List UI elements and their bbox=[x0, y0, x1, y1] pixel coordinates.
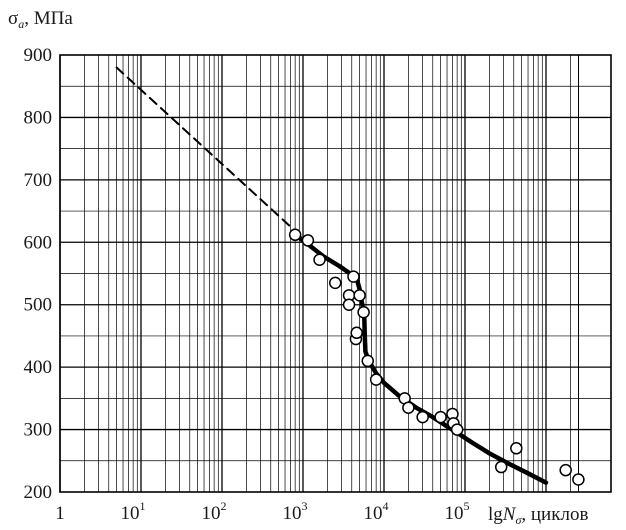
y-tick-label: 300 bbox=[24, 420, 53, 441]
data-point bbox=[559, 463, 572, 477]
data-point bbox=[288, 228, 302, 242]
y-tick-label: 900 bbox=[24, 45, 53, 66]
extrapolation-line bbox=[115, 66, 299, 234]
x-tick-label: 102 bbox=[202, 499, 227, 524]
data-point bbox=[510, 442, 523, 455]
x-tick-label: 104 bbox=[364, 499, 389, 524]
data-point bbox=[353, 289, 366, 302]
y-tick-label: 400 bbox=[24, 357, 53, 378]
y-tick-label: 800 bbox=[24, 107, 53, 128]
series bbox=[115, 66, 585, 486]
data-point bbox=[357, 305, 370, 319]
data-point bbox=[342, 298, 356, 311]
data-point bbox=[347, 270, 360, 283]
data-point bbox=[328, 276, 342, 290]
y-tick-label: 200 bbox=[24, 482, 53, 503]
fatigue-curve bbox=[295, 233, 549, 485]
y-tick-label: 500 bbox=[24, 295, 53, 316]
data-point bbox=[301, 234, 315, 247]
data-point bbox=[434, 410, 447, 424]
data-point bbox=[494, 460, 508, 474]
plot-frame bbox=[59, 54, 612, 493]
data-point bbox=[361, 354, 374, 368]
y-tick-label: 600 bbox=[24, 232, 53, 253]
y-axis-label: σa, МПа bbox=[8, 8, 73, 31]
data-point bbox=[350, 326, 363, 340]
data-point bbox=[369, 373, 383, 386]
x-tick-label: 1 bbox=[55, 503, 65, 524]
x-tick-label: 101 bbox=[121, 499, 146, 524]
y-tick-label: 700 bbox=[24, 170, 53, 191]
x-axis-label: lgNσ, циклов bbox=[488, 504, 588, 527]
data-point bbox=[402, 401, 415, 414]
x-tick-labels: 1 101 102 103 104 105 bbox=[55, 499, 469, 524]
data-point bbox=[572, 473, 585, 486]
y-tick-labels: 900 800 700 600 500 400 300 200 bbox=[24, 45, 53, 503]
grid bbox=[59, 55, 611, 492]
data-point bbox=[416, 410, 429, 424]
x-tick-label: 105 bbox=[445, 499, 470, 524]
data-point bbox=[313, 253, 326, 267]
x-tick-label: 103 bbox=[283, 499, 308, 524]
data-point bbox=[450, 423, 464, 436]
